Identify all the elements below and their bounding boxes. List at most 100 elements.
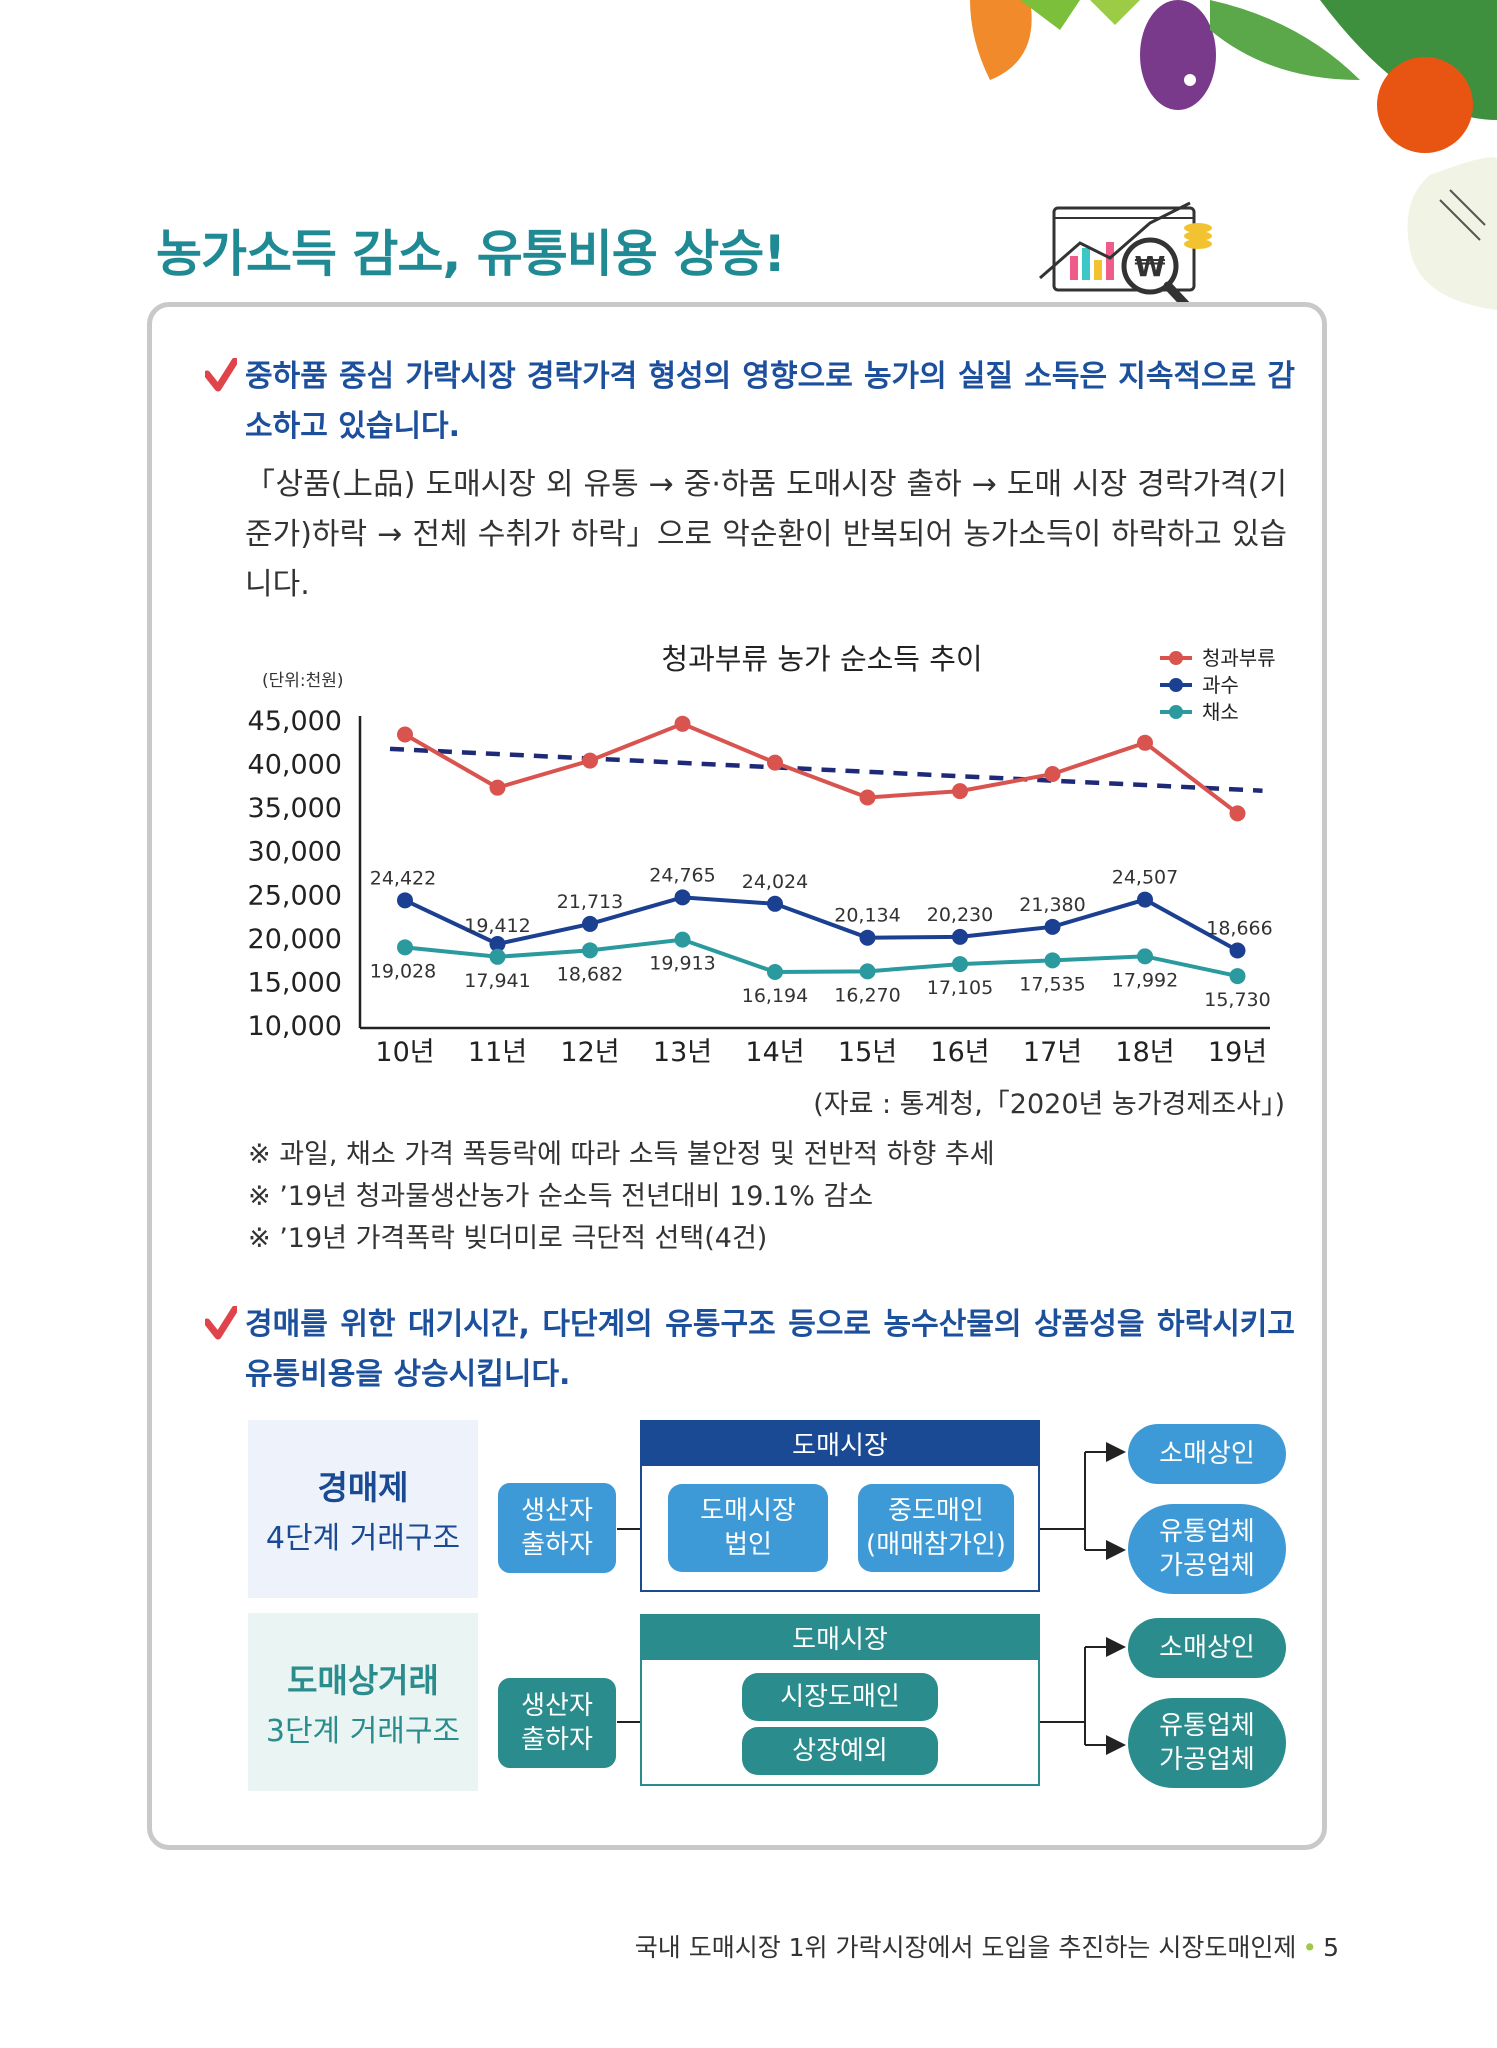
broker-line-1: 중도매인 bbox=[888, 1496, 984, 1526]
x-tick-label: 17년 bbox=[1023, 1037, 1082, 1068]
series-points bbox=[397, 715, 1246, 985]
x-tick-label: 15년 bbox=[838, 1037, 897, 1068]
legend-label: 과수 bbox=[1202, 673, 1239, 697]
footer-text: 국내 도매시장 1위 가락시장에서 도입을 추진하는 시장도매인제 bbox=[634, 1933, 1297, 1962]
footer-dot-icon: • bbox=[1302, 1933, 1318, 1962]
broker-box: 중도매인 (매매참가인) bbox=[858, 1484, 1014, 1572]
y-axis-ticks: 45,000 40,000 35,000 30,000 25,000 20,000 15,0… bbox=[248, 706, 342, 1042]
y-tick-label: 10,000 bbox=[248, 1011, 342, 1042]
series-line-0 bbox=[404, 721, 1239, 815]
x-tick-label: 14년 bbox=[745, 1037, 804, 1068]
producer-line-1: 생산자 bbox=[521, 1496, 593, 1526]
y-tick-label: 35,000 bbox=[248, 793, 342, 824]
y-tick-label: 30,000 bbox=[248, 837, 342, 868]
auction-title: 경매제 bbox=[317, 1468, 409, 1507]
auction-retail-box: 소매상인 bbox=[1128, 1424, 1286, 1484]
data-point bbox=[1229, 942, 1246, 959]
series-data-labels: 24,422 19,412 21,713 24,765 24,024 20,134 20,2… bbox=[370, 864, 1273, 1011]
data-point bbox=[674, 931, 691, 948]
note-3: ※ ’19년 가격폭락 빚더미로 극단적 선택(4건) bbox=[248, 1223, 768, 1254]
income-trend-chart: 청과부류 농가 순소득 추이 (단위:천원) 45,000 40,000 35,00… bbox=[248, 642, 1276, 1068]
section1-paragraph: 「상품(上品) 도매시장 외 유통 → 중·하품 도매시장 출하 → 도매 시장… bbox=[245, 467, 1287, 602]
producer-line-1: 생산자 bbox=[521, 1691, 593, 1721]
producer-line-2: 출하자 bbox=[521, 1725, 593, 1755]
auction-subtitle: 4단계 거래구조 bbox=[265, 1521, 461, 1556]
data-point bbox=[582, 942, 598, 959]
data-label: 24,507 bbox=[1112, 867, 1178, 889]
section2-heading-text: 경매를 위한 대기시간, 다단계의 유통구조 등으로 농수산물의 상품성을 하락… bbox=[245, 1307, 1295, 1392]
data-label: 24,765 bbox=[649, 864, 715, 886]
data-point bbox=[1137, 891, 1153, 908]
market-wholesaler-box: 시장도매인 bbox=[742, 1673, 938, 1721]
series-line-2 bbox=[404, 937, 1238, 979]
wholesale-retail-box: 소매상인 bbox=[1128, 1618, 1286, 1678]
data-point bbox=[1044, 952, 1061, 969]
data-point bbox=[1137, 948, 1153, 965]
x-tick-label: 16년 bbox=[930, 1037, 989, 1068]
data-point bbox=[859, 789, 876, 806]
data-point bbox=[489, 935, 506, 952]
distributor-line-2: 가공업체 bbox=[1159, 1551, 1255, 1581]
svg-text:₩: ₩ bbox=[1135, 250, 1166, 283]
legend-marker bbox=[1169, 705, 1183, 719]
legend-marker bbox=[1169, 651, 1183, 665]
data-label: 18,666 bbox=[1206, 917, 1272, 939]
data-point bbox=[952, 928, 968, 945]
check-icon bbox=[205, 358, 237, 392]
data-point bbox=[767, 754, 783, 771]
x-tick-label: 19년 bbox=[1208, 1037, 1267, 1068]
data-point bbox=[582, 915, 598, 932]
data-point bbox=[1229, 805, 1246, 822]
x-tick-label: 13년 bbox=[653, 1037, 712, 1068]
broker-line-2: (매매참가인) bbox=[866, 1530, 1006, 1560]
y-tick-label: 40,000 bbox=[248, 750, 342, 781]
y-tick-label: 45,000 bbox=[248, 706, 342, 737]
data-label: 19,028 bbox=[370, 960, 436, 982]
data-point bbox=[674, 889, 691, 906]
data-label: 17,992 bbox=[1112, 969, 1178, 991]
section1-heading-text: 중하품 중심 가락시장 경락가격 형성의 영향으로 농가의 실질 소득은 지속적… bbox=[245, 359, 1295, 444]
vegetable-decoration bbox=[970, 0, 1497, 310]
market-corporation-box: 도매시장 법인 bbox=[668, 1484, 828, 1572]
page-title: 농가소득 감소, 유통비용 상승! bbox=[156, 225, 786, 283]
data-label: 15,730 bbox=[1204, 989, 1270, 1011]
distributor-line-1: 유통업체 bbox=[1159, 1517, 1255, 1547]
x-tick-label: 18년 bbox=[1115, 1037, 1174, 1068]
y-tick-label: 25,000 bbox=[248, 880, 342, 911]
data-point bbox=[952, 956, 968, 973]
legend-marker bbox=[1169, 678, 1183, 692]
wholesale-system-label: 도매상거래 3단계 거래구조 bbox=[248, 1613, 478, 1791]
trend-line bbox=[389, 746, 1263, 793]
wholesale-distributor-box: 유통업체 가공업체 bbox=[1128, 1698, 1286, 1788]
producer-line-2: 출하자 bbox=[521, 1530, 593, 1560]
data-point bbox=[1044, 918, 1061, 935]
check-icon bbox=[205, 1306, 237, 1340]
wholesale-title: 도매상거래 bbox=[287, 1661, 439, 1700]
x-tick-label: 10년 bbox=[375, 1037, 434, 1068]
legend-label: 채소 bbox=[1202, 700, 1239, 724]
off-list-box: 상장예외 bbox=[742, 1727, 938, 1775]
data-label: 17,941 bbox=[464, 970, 530, 992]
data-label: 24,422 bbox=[370, 867, 436, 889]
series-line-1 bbox=[404, 895, 1239, 953]
data-point bbox=[767, 964, 783, 981]
data-point bbox=[859, 963, 876, 980]
data-point bbox=[489, 948, 506, 965]
auction-market-header: 도매시장 bbox=[640, 1420, 1040, 1466]
data-label: 18,682 bbox=[557, 963, 623, 985]
data-label: 17,105 bbox=[927, 977, 993, 999]
x-tick-label: 11년 bbox=[468, 1037, 527, 1068]
auction-system-label: 경매제 4단계 거래구조 bbox=[248, 1420, 478, 1598]
y-tick-label: 15,000 bbox=[248, 967, 342, 998]
report-magnifier-icon: ₩ bbox=[1039, 201, 1212, 325]
data-label: 16,194 bbox=[742, 985, 808, 1007]
page-number: 5 bbox=[1323, 1933, 1339, 1962]
wholesale-market-header: 도매시장 bbox=[640, 1614, 1040, 1660]
y-tick-label: 20,000 bbox=[248, 924, 342, 955]
data-point bbox=[674, 715, 691, 732]
chart-unit-label: (단위:천원) bbox=[262, 671, 344, 691]
